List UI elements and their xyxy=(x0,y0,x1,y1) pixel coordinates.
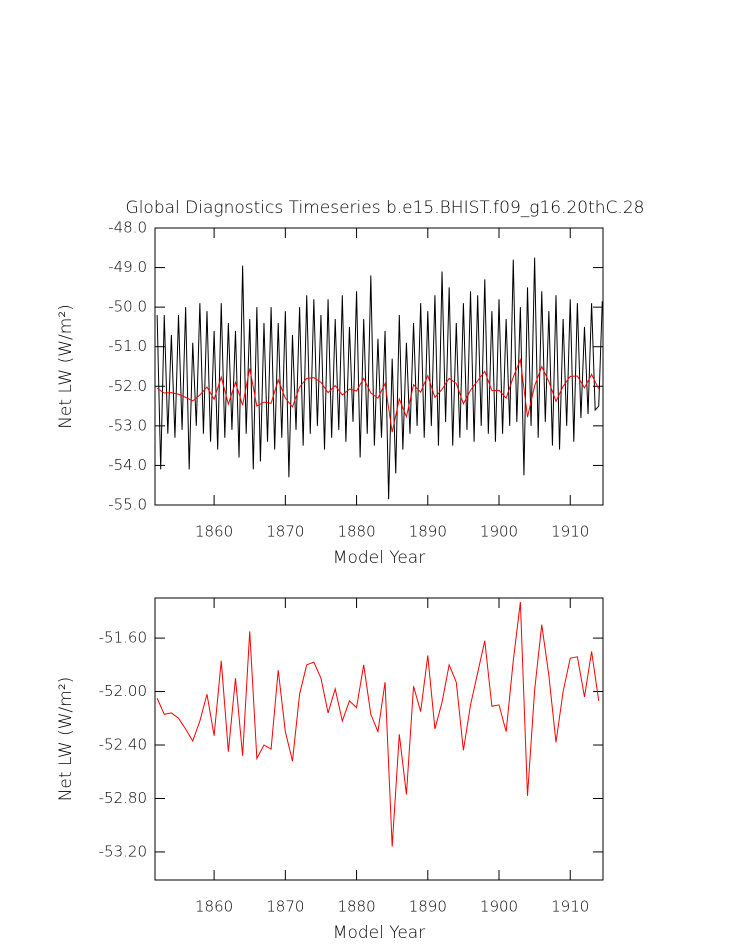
y-tick-label: -49.0 xyxy=(108,258,147,276)
y-tick-label: -51.0 xyxy=(108,337,147,355)
y-tick-label: -52.40 xyxy=(99,736,147,754)
x-tick-label: 1900 xyxy=(480,523,518,541)
x-tick-label: 1890 xyxy=(409,523,447,541)
x-tick-label: 1880 xyxy=(337,898,375,916)
data-line xyxy=(156,257,603,500)
chart-title: Global Diagnostics Timeseries b.e15.BHIS… xyxy=(126,198,645,218)
x-tick-label: 1860 xyxy=(195,898,233,916)
x-tick-label: 1890 xyxy=(409,898,447,916)
y-tick-label: -55.0 xyxy=(108,496,147,514)
y-tick-label: -52.80 xyxy=(99,789,147,807)
plot-frame xyxy=(154,227,604,506)
y-tick-label: -51.60 xyxy=(99,629,147,647)
x-tick-label: 1870 xyxy=(266,523,304,541)
y-tick-label: -52.00 xyxy=(99,682,147,700)
y-tick-label: -53.0 xyxy=(108,416,147,434)
y-tick-label: -54.0 xyxy=(108,456,147,474)
data-line xyxy=(156,601,600,847)
y-tick-label: -52.0 xyxy=(108,377,147,395)
x-tick-label: 1880 xyxy=(337,523,375,541)
y-tick-label: -50.0 xyxy=(108,298,147,316)
x-tick-label: 1910 xyxy=(551,523,589,541)
x-tick-label: 1900 xyxy=(480,898,518,916)
x-axis-label: Model Year xyxy=(333,548,425,568)
x-tick-label: 1870 xyxy=(266,898,304,916)
x-tick-label: 1860 xyxy=(195,523,233,541)
x-axis-label: Model Year xyxy=(333,923,425,943)
data-line xyxy=(156,357,600,433)
plot-frame xyxy=(154,597,604,881)
y-axis-label: Net LW (W/m²) xyxy=(56,304,76,429)
y-axis-label: Net LW (W/m²) xyxy=(56,677,76,802)
x-tick-label: 1910 xyxy=(551,898,589,916)
y-tick-label: -48.0 xyxy=(108,219,147,237)
y-tick-label: -53.20 xyxy=(99,842,147,860)
